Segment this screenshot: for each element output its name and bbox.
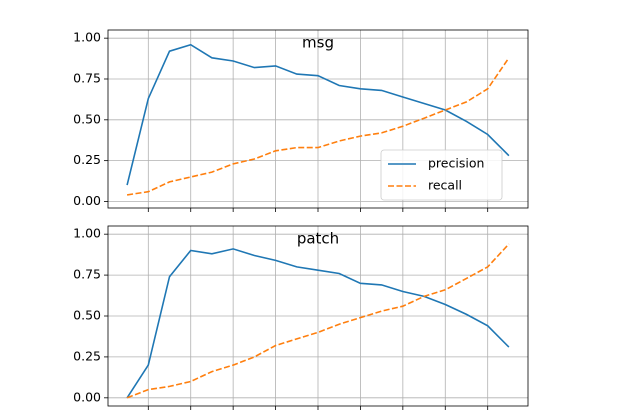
y-tick-label: 1.00 [73,30,101,45]
y-tick-label: 0.50 [73,308,101,323]
axes-frame [107,225,529,407]
line-series [126,248,510,399]
legend-label: precision [428,156,484,171]
y-tick-label: 0.25 [73,152,101,167]
line-series [126,243,510,399]
legend-box [380,149,503,201]
y-tick-label: 0.75 [73,70,101,85]
y-tick-label: 0.50 [73,111,101,126]
line-series [126,57,510,196]
y-tick-label: 1.00 [73,226,101,241]
legend-label: recall [428,178,462,193]
y-tick-label: 0.00 [73,193,101,208]
line-series [126,43,510,186]
chart-title: patch [297,230,339,248]
y-tick-label: 0.00 [73,389,101,404]
y-tick-label: 0.75 [73,267,101,282]
axes-frame [107,29,529,209]
y-tick-label: 0.25 [73,348,101,363]
chart-title: msg [302,34,334,52]
